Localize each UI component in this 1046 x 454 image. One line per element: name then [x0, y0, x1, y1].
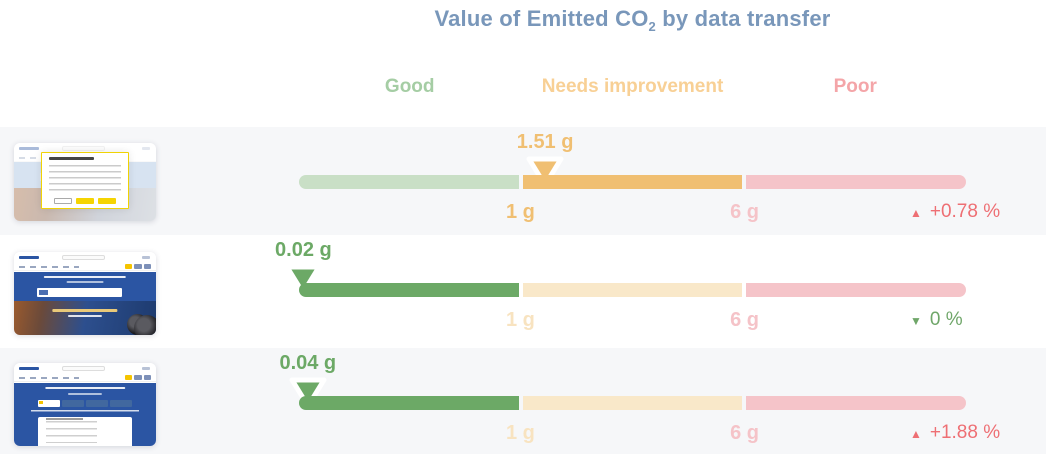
co2-gauge: 0.02 g 1 g 6 g ▼ 0 %: [275, 235, 967, 348]
gauge-zone-good: [299, 175, 519, 189]
legend-needs-improvement: Needs improvement: [541, 76, 724, 97]
gauge-zone-needs-improvement: [522, 283, 743, 297]
trend-up-icon: ▲: [909, 427, 922, 441]
trend-change: ▼ 0 %: [910, 309, 963, 331]
co2-value: 0.04 g: [279, 352, 337, 374]
tick-1g: 1 g: [505, 309, 535, 331]
gauge-zone-poor: [746, 396, 967, 410]
gauge-track: [299, 396, 967, 410]
gauge-zone-needs-improvement: [522, 175, 743, 189]
thumbnail-list-panel: [38, 417, 132, 446]
co2-value: 1.51 g: [516, 131, 574, 153]
co2-gauge: 0.04 g 1 g 6 g ▲ +1.88 %: [279, 348, 1000, 454]
tick-6g: 6 g: [730, 201, 759, 223]
gauge-row: 0.04 g 1 g 6 g ▲ +1.88 %: [0, 348, 1046, 454]
trend-change: ▲ +0.78 %: [910, 201, 1000, 223]
page-thumbnail[interactable]: [14, 363, 156, 446]
title-subscript: 2: [648, 19, 656, 34]
tick-6g: 6 g: [730, 422, 759, 444]
trend-down-icon: ▼: [909, 314, 922, 328]
gauge-row: 1.51 g 1 g 6 g ▲ +0.78 %: [0, 127, 1046, 235]
page-title: Value of Emitted CO2 by data transfer: [299, 6, 966, 34]
tick-6g: 6 g: [730, 309, 759, 331]
gauge-zone-poor: [746, 175, 967, 189]
co2-gauge: 1.51 g 1 g 6 g ▲ +0.78 %: [299, 127, 1000, 235]
tick-1g: 1 g: [505, 201, 535, 223]
gauge-row: 0.02 g 1 g 6 g ▼ 0 %: [0, 235, 1046, 348]
gauge-zone-good: [299, 283, 519, 297]
thumbnail-hero: [14, 272, 156, 301]
title-suffix: by data transfer: [655, 6, 831, 31]
trend-change: ▲ +1.88 %: [910, 422, 1000, 444]
gauge-track: [299, 283, 967, 297]
gauge-zone-needs-improvement: [522, 396, 743, 410]
co2-value: 0.02 g: [275, 239, 332, 261]
title-text: Value of Emitted CO: [434, 6, 649, 31]
zone-legend: Good Needs improvement Poor: [299, 76, 966, 98]
gauge-marker-icon: [287, 377, 329, 409]
change-percent: +0.78 %: [929, 201, 1001, 222]
gauge-marker-icon: [282, 264, 324, 296]
gauge-track: [299, 175, 967, 189]
gauge-zone-good: [299, 396, 519, 410]
thumbnail-body: [14, 383, 156, 446]
thumbnail-photo: [14, 301, 156, 335]
tick-1g: 1 g: [505, 422, 535, 444]
cookie-consent-dialog: [40, 151, 129, 210]
gauge-zone-poor: [746, 283, 967, 297]
trend-up-icon: ▲: [909, 206, 922, 220]
legend-poor: Poor: [833, 76, 877, 97]
change-percent: 0 %: [929, 309, 963, 330]
page-thumbnail[interactable]: [14, 143, 156, 221]
change-percent: +1.88 %: [929, 422, 1001, 443]
page-thumbnail[interactable]: [14, 252, 156, 335]
gauge-marker-icon: [524, 156, 566, 188]
legend-good: Good: [384, 76, 435, 97]
